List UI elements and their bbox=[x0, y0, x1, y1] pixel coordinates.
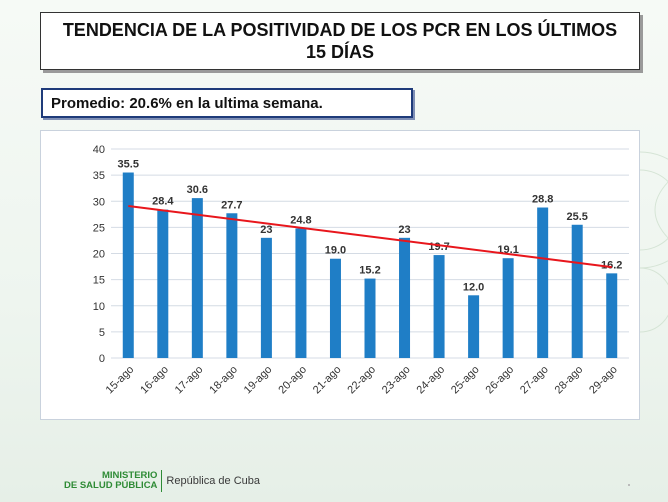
bar bbox=[571, 224, 583, 358]
title-box: TENDENCIA DE LA POSITIVIDAD DE LOS PCR E… bbox=[40, 12, 640, 70]
x-tick-label: 26-ago bbox=[484, 364, 517, 397]
x-tick-label: 25-ago bbox=[449, 364, 482, 397]
y-tick-label: 15 bbox=[93, 275, 105, 287]
y-tick-label: 0 bbox=[99, 353, 105, 365]
value-label: 28.8 bbox=[532, 194, 553, 206]
bar bbox=[295, 228, 307, 358]
value-label: 23 bbox=[260, 224, 272, 236]
x-tick-label: 27-ago bbox=[518, 364, 551, 397]
bar bbox=[191, 198, 203, 358]
bar bbox=[226, 213, 238, 358]
bar bbox=[606, 273, 618, 358]
bar bbox=[364, 278, 376, 358]
bar bbox=[157, 209, 169, 358]
y-tick-label: 5 bbox=[99, 327, 105, 339]
y-tick-label: 40 bbox=[93, 144, 105, 156]
bar-chart: 0 5 10 15 20 25 30 35 40 35.5 15-ago 28.4 16-ago 30.6… bbox=[93, 144, 629, 397]
bar bbox=[399, 237, 411, 358]
trend-line bbox=[128, 204, 612, 269]
y-tick-label: 20 bbox=[93, 249, 105, 261]
x-tick-label: 18-ago bbox=[207, 364, 240, 397]
bar bbox=[433, 255, 445, 358]
x-tick-label: 23-ago bbox=[380, 364, 413, 397]
ministry-name: MINISTERIO DE SALUD PÚBLICA bbox=[64, 471, 157, 491]
logo-separator bbox=[161, 470, 163, 492]
x-tick-label: 21-ago bbox=[311, 364, 344, 397]
average-label: Promedio: 20.6% en la ultima semana. bbox=[51, 94, 323, 112]
bar bbox=[260, 237, 272, 358]
y-tick-label: 30 bbox=[93, 196, 105, 208]
chart-area: 0 5 10 15 20 25 30 35 40 35.5 15-ago 28.4 16-ago 30.6… bbox=[40, 130, 640, 420]
bar bbox=[468, 295, 480, 358]
average-box: Promedio: 20.6% en la ultima semana. bbox=[41, 88, 413, 118]
value-label: 27.7 bbox=[221, 199, 242, 211]
value-label: 23 bbox=[398, 224, 410, 236]
ministry-line-1: MINISTERIO bbox=[102, 470, 158, 481]
value-label: 24.8 bbox=[290, 214, 311, 226]
x-tick-label: 29-ago bbox=[587, 364, 620, 397]
bar bbox=[502, 258, 514, 358]
value-label: 35.5 bbox=[118, 159, 139, 171]
bar bbox=[329, 258, 341, 358]
value-label: 30.6 bbox=[187, 184, 208, 196]
bar bbox=[122, 172, 134, 358]
footer-logo: MINISTERIO DE SALUD PÚBLICA República de… bbox=[64, 470, 260, 492]
y-tick-label: 25 bbox=[93, 222, 105, 234]
value-label: 19.0 bbox=[325, 245, 346, 257]
x-tick-label: 22-ago bbox=[345, 364, 378, 397]
value-label: 12.0 bbox=[463, 281, 484, 293]
y-tick-label: 35 bbox=[93, 170, 105, 182]
x-tick-label: 15-ago bbox=[104, 364, 137, 397]
bar bbox=[537, 207, 549, 358]
value-label: 28.4 bbox=[152, 196, 174, 208]
x-tick-label: 17-ago bbox=[173, 364, 206, 397]
x-tick-label: 20-ago bbox=[276, 364, 309, 397]
x-tick-label: 16-ago bbox=[138, 364, 171, 397]
x-tick-label: 28-ago bbox=[553, 364, 586, 397]
x-tick-label: 24-ago bbox=[414, 364, 447, 397]
y-tick-label: 10 bbox=[93, 301, 105, 313]
value-label: 25.5 bbox=[566, 211, 587, 223]
page-title: TENDENCIA DE LA POSITIVIDAD DE LOS PCR E… bbox=[62, 20, 618, 62]
value-label: 16.2 bbox=[601, 259, 622, 271]
value-label: 15.2 bbox=[359, 265, 380, 277]
ministry-line-2: DE SALUD PÚBLICA bbox=[64, 480, 158, 491]
republic-name: República de Cuba bbox=[166, 475, 260, 487]
x-tick-label: 19-ago bbox=[242, 364, 275, 397]
corner-dot bbox=[628, 484, 630, 486]
